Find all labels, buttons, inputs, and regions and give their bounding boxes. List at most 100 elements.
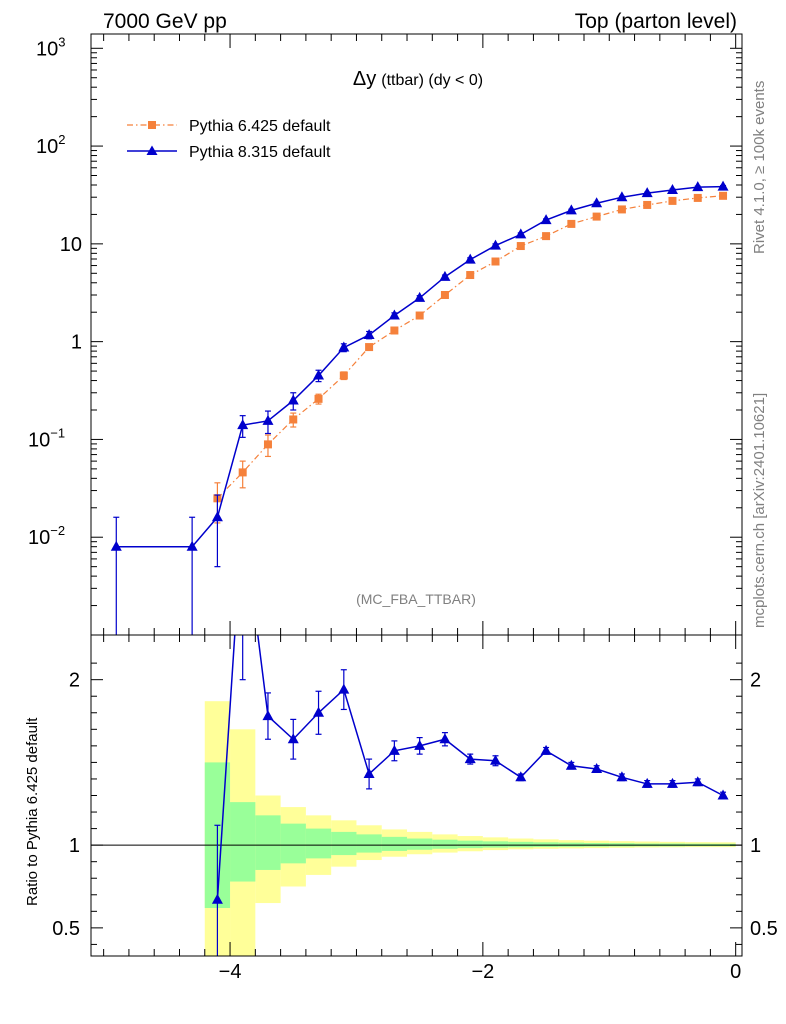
x-tick-label: −2 (471, 961, 494, 983)
ratio-plot: 2 2 1 1 0.5 0.5 −4 −2 0 Ratio to Pythia 6.425 de… (24, 634, 778, 983)
data-point-pythia8 (313, 706, 325, 717)
mcplots-label: mcplots.cern.ch [arXiv:2401.10621] (751, 393, 768, 628)
data-point-pythia6 (415, 311, 424, 320)
data-point-pythia6 (365, 343, 374, 352)
uncertainty-band-inner (432, 839, 458, 849)
data-point-pythia8 (464, 753, 476, 764)
y-tick-base: 10 (36, 38, 58, 60)
y-tick-exponent: −2 (50, 523, 65, 538)
series-line-pythia8 (116, 185, 724, 548)
uncertainty-band-inner (482, 841, 509, 848)
legend-marker-pythia8 (146, 145, 158, 155)
data-point-pythia8 (186, 540, 198, 551)
plot-title-suffix: (ttbar) (dy < 0) (381, 72, 483, 89)
uncertainty-band-inner (255, 815, 281, 870)
data-point-pythia8 (363, 767, 375, 778)
data-point-pythia8 (439, 270, 451, 281)
data-point-pythia8 (287, 733, 299, 744)
plot-title: Δy (ttbar) (dy < 0) (353, 68, 483, 90)
y-tick-base: 1 (71, 332, 82, 354)
data-point-pythia8 (666, 184, 678, 195)
data-point-pythia6 (289, 415, 298, 424)
plot-title-symbol: Δy (353, 68, 376, 90)
process-label: Top (parton level) (575, 10, 737, 33)
data-point-pythia8 (565, 759, 577, 770)
y-tick-exponent: 2 (58, 132, 65, 147)
ratio-y-tick-label-right: 0.5 (750, 918, 778, 940)
data-point-pythia8 (591, 197, 603, 208)
data-point-pythia8 (616, 771, 628, 782)
energy-label: 7000 GeV pp (103, 10, 227, 33)
data-point-pythia6 (668, 196, 677, 205)
data-point-pythia6 (542, 232, 551, 241)
ratio-ylabel: Ratio to Pythia 6.425 default (24, 717, 41, 906)
data-point-pythia6 (491, 257, 500, 266)
uncertainty-band-inner (356, 834, 382, 853)
data-point-pythia6 (263, 440, 272, 449)
y-tick-label: 103 (36, 34, 65, 60)
data-point-pythia8 (540, 744, 552, 755)
data-point-pythia6 (314, 394, 323, 403)
data-point-pythia8 (110, 540, 122, 551)
data-point-pythia8 (414, 739, 426, 750)
data-point-pythia8 (262, 710, 274, 721)
y-tick-label: 10−1 (28, 425, 65, 451)
series-line-pythia6 (216, 195, 724, 499)
data-point-pythia8 (515, 771, 527, 782)
data-point-pythia8 (237, 419, 249, 430)
data-point-pythia8 (363, 328, 375, 339)
data-point-pythia6 (693, 193, 702, 202)
data-point-pythia8 (287, 394, 299, 405)
data-point-pythia8 (692, 181, 704, 192)
data-point-pythia8 (591, 763, 603, 774)
data-point-pythia6 (567, 219, 576, 228)
y-tick-label: 10 (60, 234, 82, 256)
y-tick-label: 10−2 (28, 523, 65, 549)
data-point-pythia8 (515, 228, 527, 239)
data-point-pythia8 (641, 187, 653, 198)
data-point-pythia6 (466, 271, 475, 280)
y-tick-base: 10 (28, 527, 50, 549)
uncertainty-band-inner (457, 840, 483, 849)
uncertainty-band-inner (508, 841, 534, 848)
data-point-pythia6 (516, 242, 525, 251)
uncertainty-band-inner (331, 831, 357, 856)
data-point-pythia6 (617, 205, 626, 214)
ratio-y-tick-label-left: 2 (69, 670, 80, 692)
ratio-y-tick-label-left: 0.5 (52, 918, 80, 940)
data-point-pythia8 (717, 180, 729, 191)
ratio-y-tick-label-left: 1 (69, 835, 80, 857)
y-tick-exponent: 3 (58, 34, 65, 49)
data-point-pythia8 (388, 309, 400, 320)
data-point-pythia6 (592, 212, 601, 221)
legend-entry-pythia6: Pythia 6.425 default (127, 118, 331, 135)
uncertainty-band-inner (230, 802, 256, 882)
data-point-pythia8 (414, 291, 426, 302)
uncertainty-band-inner (407, 838, 433, 850)
data-point-pythia8 (692, 776, 704, 787)
data-point-pythia8 (565, 204, 577, 215)
ratio-y-tick-label-right: 2 (750, 670, 761, 692)
data-point-pythia8 (439, 733, 451, 744)
data-point-pythia6 (390, 326, 399, 335)
rivet-label: Rivet 4.1.0, ≥ 100k events (751, 81, 768, 254)
data-point-pythia8 (666, 777, 678, 788)
data-point-pythia8 (338, 341, 350, 352)
data-point-pythia6 (238, 468, 247, 477)
uncertainty-band-inner (280, 823, 306, 864)
data-point-pythia8 (641, 777, 653, 788)
y-tick-label: 102 (36, 132, 65, 158)
data-point-pythia8 (717, 789, 729, 800)
data-point-pythia8 (313, 369, 325, 380)
y-tick-base: 10 (28, 429, 50, 451)
x-tick-label: 0 (730, 961, 741, 983)
y-tick-exponent: −1 (50, 425, 65, 440)
uncertainty-band-inner (305, 828, 332, 859)
legend-entry-pythia8: Pythia 8.315 default (127, 144, 331, 161)
ratio-y-tick-label-right: 1 (750, 835, 761, 857)
uncertainty-band-inner (381, 836, 408, 851)
y-tick-base: 10 (60, 234, 82, 256)
ratio-plot-frame (90, 634, 743, 957)
